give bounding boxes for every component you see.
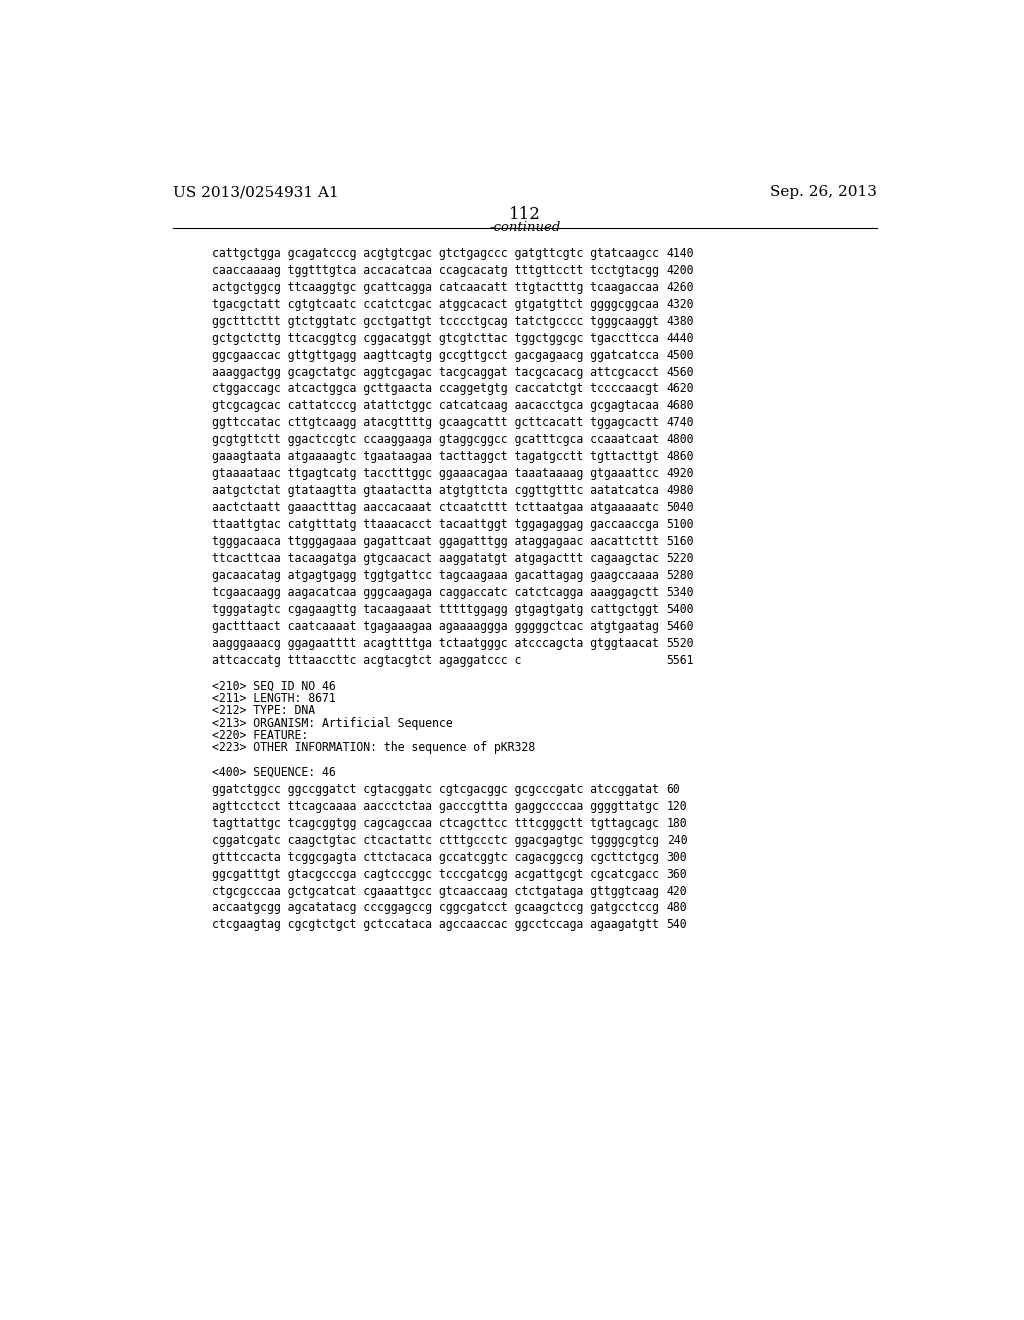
Text: 4800: 4800 [667, 433, 694, 446]
Text: 360: 360 [667, 867, 687, 880]
Text: 4380: 4380 [667, 314, 694, 327]
Text: <400> SEQUENCE: 46: <400> SEQUENCE: 46 [212, 766, 336, 779]
Text: 4500: 4500 [667, 348, 694, 362]
Text: <210> SEQ ID NO 46: <210> SEQ ID NO 46 [212, 680, 336, 693]
Text: cattgctgga gcagatcccg acgtgtcgac gtctgagccc gatgttcgtc gtatcaagcc: cattgctgga gcagatcccg acgtgtcgac gtctgag… [212, 247, 658, 260]
Text: 480: 480 [667, 902, 687, 915]
Text: 4920: 4920 [667, 467, 694, 480]
Text: caaccaaaag tggtttgtca accacatcaa ccagcacatg tttgttcctt tcctgtacgg: caaccaaaag tggtttgtca accacatcaa ccagcac… [212, 264, 658, 277]
Text: gtcgcagcac cattatcccg atattctggc catcatcaag aacacctgca gcgagtacaa: gtcgcagcac cattatcccg atattctggc catcatc… [212, 400, 658, 412]
Text: 120: 120 [667, 800, 687, 813]
Text: 540: 540 [667, 919, 687, 932]
Text: 5561: 5561 [667, 653, 694, 667]
Text: 4440: 4440 [667, 331, 694, 345]
Text: 4560: 4560 [667, 366, 694, 379]
Text: aagggaaacg ggagaatttt acagttttga tctaatgggc atcccagcta gtggtaacat: aagggaaacg ggagaatttt acagttttga tctaatg… [212, 636, 658, 649]
Text: aatgctctat gtataagtta gtaatactta atgtgttcta cggttgtttc aatatcatca: aatgctctat gtataagtta gtaatactta atgtgtt… [212, 484, 658, 498]
Text: gaaagtaata atgaaaagtc tgaataagaa tacttaggct tagatgcctt tgttacttgt: gaaagtaata atgaaaagtc tgaataagaa tacttag… [212, 450, 658, 463]
Text: -continued: -continued [489, 220, 560, 234]
Text: 240: 240 [667, 834, 687, 846]
Text: 420: 420 [667, 884, 687, 898]
Text: 4620: 4620 [667, 383, 694, 396]
Text: gacaacatag atgagtgagg tggtgattcc tagcaagaaa gacattagag gaagccaaaa: gacaacatag atgagtgagg tggtgattcc tagcaag… [212, 569, 658, 582]
Text: ggctttcttt gtctggtatc gcctgattgt tcccctgcag tatctgcccc tgggcaaggt: ggctttcttt gtctggtatc gcctgattgt tcccctg… [212, 314, 658, 327]
Text: tagttattgc tcagcggtgg cagcagccaa ctcagcttcc tttcgggctt tgttagcagc: tagttattgc tcagcggtgg cagcagccaa ctcagct… [212, 817, 658, 830]
Text: 4680: 4680 [667, 400, 694, 412]
Text: ggttccatac cttgtcaagg atacgttttg gcaagcattt gcttcacatt tggagcactt: ggttccatac cttgtcaagg atacgttttg gcaagca… [212, 416, 658, 429]
Text: ggcgaaccac gttgttgagg aagttcagtg gccgttgcct gacgagaacg ggatcatcca: ggcgaaccac gttgttgagg aagttcagtg gccgttg… [212, 348, 658, 362]
Text: 5340: 5340 [667, 586, 694, 599]
Text: ctggaccagc atcactggca gcttgaacta ccaggetgtg caccatctgt tccccaacgt: ctggaccagc atcactggca gcttgaacta ccagget… [212, 383, 658, 396]
Text: 4200: 4200 [667, 264, 694, 277]
Text: 5400: 5400 [667, 603, 694, 615]
Text: <220> FEATURE:: <220> FEATURE: [212, 729, 308, 742]
Text: 5160: 5160 [667, 535, 694, 548]
Text: gtttccacta tcggcgagta cttctacaca gccatcggtc cagacggccg cgcttctgcg: gtttccacta tcggcgagta cttctacaca gccatcg… [212, 850, 658, 863]
Text: 5100: 5100 [667, 517, 694, 531]
Text: accaatgcgg agcatatacg cccggagccg cggcgatcct gcaagctccg gatgcctccg: accaatgcgg agcatatacg cccggagccg cggcgat… [212, 902, 658, 915]
Text: 5040: 5040 [667, 502, 694, 513]
Text: US 2013/0254931 A1: US 2013/0254931 A1 [173, 185, 339, 199]
Text: <223> OTHER INFORMATION: the sequence of pKR328: <223> OTHER INFORMATION: the sequence of… [212, 742, 535, 754]
Text: 4740: 4740 [667, 416, 694, 429]
Text: 4860: 4860 [667, 450, 694, 463]
Text: tgggacaaca ttgggagaaa gagattcaat ggagatttgg ataggagaac aacattcttt: tgggacaaca ttgggagaaa gagattcaat ggagatt… [212, 535, 658, 548]
Text: 60: 60 [667, 783, 680, 796]
Text: gctgctcttg ttcacggtcg cggacatggt gtcgtcttac tggctggcgc tgaccttcca: gctgctcttg ttcacggtcg cggacatggt gtcgtct… [212, 331, 658, 345]
Text: 5460: 5460 [667, 619, 694, 632]
Text: gtaaaataac ttgagtcatg tacctttggc ggaaacagaa taaataaaag gtgaaattcc: gtaaaataac ttgagtcatg tacctttggc ggaaaca… [212, 467, 658, 480]
Text: Sep. 26, 2013: Sep. 26, 2013 [770, 185, 877, 199]
Text: 5520: 5520 [667, 636, 694, 649]
Text: 300: 300 [667, 850, 687, 863]
Text: 112: 112 [509, 206, 541, 223]
Text: 4260: 4260 [667, 281, 694, 294]
Text: aaaggactgg gcagctatgc aggtcgagac tacgcaggat tacgcacacg attcgcacct: aaaggactgg gcagctatgc aggtcgagac tacgcag… [212, 366, 658, 379]
Text: attcaccatg tttaaccttc acgtacgtct agaggatccc c: attcaccatg tttaaccttc acgtacgtct agaggat… [212, 653, 521, 667]
Text: ctcgaagtag cgcgtctgct gctccataca agccaaccac ggcctccaga agaagatgtt: ctcgaagtag cgcgtctgct gctccataca agccaac… [212, 919, 658, 932]
Text: ggatctggcc ggccggatct cgtacggatc cgtcgacggc gcgcccgatc atccggatat: ggatctggcc ggccggatct cgtacggatc cgtcgac… [212, 783, 658, 796]
Text: ttcacttcaa tacaagatga gtgcaacact aaggatatgt atgagacttt cagaagctac: ttcacttcaa tacaagatga gtgcaacact aaggata… [212, 552, 658, 565]
Text: ggcgatttgt gtacgcccga cagtcccggc tcccgatcgg acgattgcgt cgcatcgacc: ggcgatttgt gtacgcccga cagtcccggc tcccgat… [212, 867, 658, 880]
Text: cggatcgatc caagctgtac ctcactattc ctttgccctc ggacgagtgc tggggcgtcg: cggatcgatc caagctgtac ctcactattc ctttgcc… [212, 834, 658, 846]
Text: gactttaact caatcaaaat tgagaaagaa agaaaaggga gggggctcac atgtgaatag: gactttaact caatcaaaat tgagaaagaa agaaaag… [212, 619, 658, 632]
Text: 180: 180 [667, 817, 687, 830]
Text: ctgcgcccaa gctgcatcat cgaaattgcc gtcaaccaag ctctgataga gttggtcaag: ctgcgcccaa gctgcatcat cgaaattgcc gtcaacc… [212, 884, 658, 898]
Text: agttcctcct ttcagcaaaa aaccctctaa gacccgttta gaggccccaa ggggttatgc: agttcctcct ttcagcaaaa aaccctctaa gacccgt… [212, 800, 658, 813]
Text: 5280: 5280 [667, 569, 694, 582]
Text: <213> ORGANISM: Artificial Sequence: <213> ORGANISM: Artificial Sequence [212, 717, 453, 730]
Text: <212> TYPE: DNA: <212> TYPE: DNA [212, 705, 314, 717]
Text: 4980: 4980 [667, 484, 694, 498]
Text: tgacgctatt cgtgtcaatc ccatctcgac atggcacact gtgatgttct ggggcggcaa: tgacgctatt cgtgtcaatc ccatctcgac atggcac… [212, 298, 658, 310]
Text: aactctaatt gaaactttag aaccacaaat ctcaatcttt tcttaatgaa atgaaaaatc: aactctaatt gaaactttag aaccacaaat ctcaatc… [212, 502, 658, 513]
Text: <211> LENGTH: 8671: <211> LENGTH: 8671 [212, 692, 336, 705]
Text: 4320: 4320 [667, 298, 694, 310]
Text: 4140: 4140 [667, 247, 694, 260]
Text: actgctggcg ttcaaggtgc gcattcagga catcaacatt ttgtactttg tcaagaccaa: actgctggcg ttcaaggtgc gcattcagga catcaac… [212, 281, 658, 294]
Text: 5220: 5220 [667, 552, 694, 565]
Text: tgggatagtc cgagaagttg tacaagaaat tttttggagg gtgagtgatg cattgctggt: tgggatagtc cgagaagttg tacaagaaat tttttgg… [212, 603, 658, 615]
Text: tcgaacaagg aagacatcaa gggcaagaga caggaccatc catctcagga aaaggagctt: tcgaacaagg aagacatcaa gggcaagaga caggacc… [212, 586, 658, 599]
Text: gcgtgttctt ggactccgtc ccaaggaaga gtaggcggcc gcatttcgca ccaaatcaat: gcgtgttctt ggactccgtc ccaaggaaga gtaggcg… [212, 433, 658, 446]
Text: ttaattgtac catgtttatg ttaaacacct tacaattggt tggagaggag gaccaaccga: ttaattgtac catgtttatg ttaaacacct tacaatt… [212, 517, 658, 531]
